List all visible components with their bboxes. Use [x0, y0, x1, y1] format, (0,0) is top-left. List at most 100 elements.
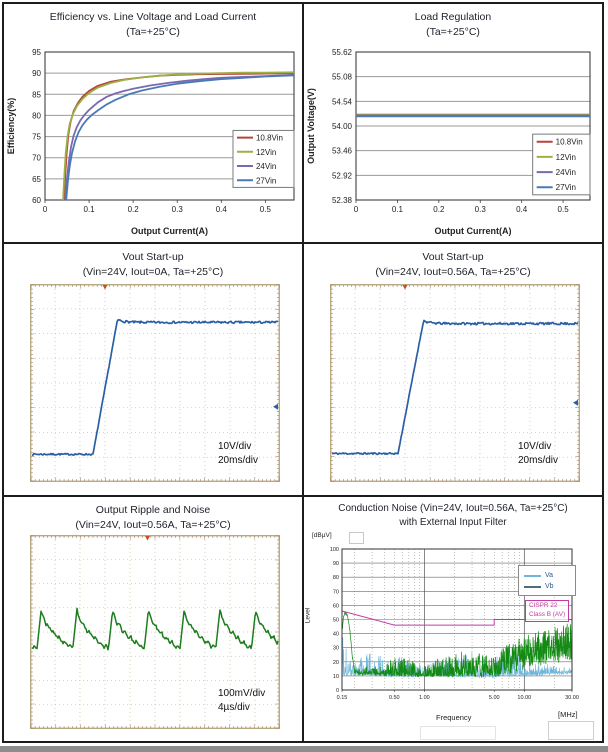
svg-text:12Vin: 12Vin [556, 153, 576, 162]
empty-annotation-box [548, 721, 594, 741]
spectrum-legend: Va Vb [518, 565, 576, 597]
svg-text:20: 20 [333, 660, 339, 666]
svg-text:60: 60 [333, 604, 339, 610]
svg-text:30: 30 [333, 646, 339, 652]
svg-text:55.08: 55.08 [332, 72, 353, 81]
svg-text:0.4: 0.4 [216, 205, 228, 214]
svg-text:70: 70 [32, 154, 41, 163]
svg-text:0.2: 0.2 [433, 205, 445, 214]
svg-text:27Vin: 27Vin [256, 176, 276, 185]
time-scale: 20ms/div [518, 454, 559, 466]
y-unit-label: [dBµV] [312, 532, 332, 540]
svg-text:60: 60 [32, 196, 41, 205]
svg-text:90: 90 [333, 561, 339, 567]
title-line1: Vout Start-up [122, 251, 184, 263]
title-line2: (Ta=+25°C) [126, 25, 180, 38]
svg-text:Output Voltage(V): Output Voltage(V) [306, 88, 316, 164]
svg-text:95: 95 [32, 48, 41, 57]
scale-annotation: 10V/div 20ms/div [218, 440, 258, 468]
legend-item-vb: Vb [524, 581, 570, 592]
legend-label-vb: Vb [545, 583, 554, 591]
svg-text:0: 0 [354, 205, 359, 214]
svg-text:80: 80 [32, 111, 41, 120]
svg-text:5.00: 5.00 [489, 695, 500, 701]
panel-vout-startup-no-load: Vout Start-up (Vin=24V, Iout=0A, Ta=+25°… [4, 244, 302, 495]
svg-text:0.1: 0.1 [392, 205, 404, 214]
oscilloscope-screen [30, 283, 280, 482]
x-unit-label: [MHz] [558, 710, 578, 720]
time-scale: 4µs/div [218, 701, 250, 713]
svg-text:53.46: 53.46 [332, 146, 353, 155]
legend-label-va: Va [545, 572, 554, 580]
oscilloscope-screen [330, 283, 580, 482]
legend-line-va [524, 574, 541, 577]
chart-title-load-regulation: Load Regulation (Ta=+25°C) [304, 10, 602, 40]
panel-load-regulation: Load Regulation (Ta=+25°C) 52.38 52.92 53.… [304, 4, 602, 242]
empty-annotation-box [420, 726, 496, 741]
svg-text:Output Current(A): Output Current(A) [131, 226, 208, 236]
panel-output-ripple-noise: Output Ripple and Noise (Vin=24V, Iout=0… [4, 497, 302, 741]
efficiency-chart-canvas: 60 65 70 75 80 85 90 95 0 0.1 0.2 0.3 0.4 0.5 Output C… [6, 48, 295, 236]
chart-title-efficiency: Efficiency vs. Line Voltage and Load Cur… [4, 10, 302, 40]
title-line1: Output Ripple and Noise [95, 504, 211, 516]
chart-title-startup-no-load: Vout Start-up (Vin=24V, Iout=0A, Ta=+25°… [4, 250, 302, 280]
oscilloscope-display: 10V/div 20ms/div [330, 283, 580, 482]
svg-text:75: 75 [32, 132, 41, 141]
svg-text:Output Current(A): Output Current(A) [435, 226, 512, 236]
svg-text:52.92: 52.92 [332, 171, 353, 180]
svg-text:Efficiency(%): Efficiency(%) [6, 98, 16, 155]
svg-text:0.5: 0.5 [260, 205, 272, 214]
svg-text:10.8Vin: 10.8Vin [556, 138, 583, 147]
oscilloscope-display: 10V/div 20ms/div [30, 283, 280, 482]
svg-text:0.2: 0.2 [128, 205, 140, 214]
characteristics-sheet: Efficiency vs. Line Voltage and Load Cur… [2, 2, 604, 743]
legend-item-va: Va [524, 570, 570, 581]
svg-text:52.38: 52.38 [332, 196, 353, 205]
svg-text:0: 0 [336, 688, 339, 694]
svg-text:90: 90 [32, 69, 41, 78]
svg-text:12Vin: 12Vin [256, 148, 276, 157]
chart-title-ripple: Output Ripple and Noise (Vin=24V, Iout=0… [4, 503, 302, 533]
legend-line-vb [524, 585, 541, 588]
title-line1: Vout Start-up [422, 251, 484, 263]
oscilloscope-screen [30, 534, 280, 729]
svg-text:0.3: 0.3 [172, 205, 184, 214]
svg-text:10.00: 10.00 [517, 695, 531, 701]
svg-text:24Vin: 24Vin [256, 162, 276, 171]
svg-text:54.54: 54.54 [332, 97, 353, 106]
svg-text:0.50: 0.50 [389, 695, 400, 701]
svg-text:0.1: 0.1 [84, 205, 96, 214]
svg-text:50: 50 [333, 618, 339, 624]
panel-efficiency: Efficiency vs. Line Voltage and Load Cur… [4, 4, 302, 242]
spectrum-plot-area: [dBµV] Level 0 10 20 30 40 50 60 70 80 90 100 0.15 0… [304, 532, 602, 741]
x-axis-label: Frequency [436, 713, 472, 723]
time-scale: 20ms/div [218, 454, 259, 466]
svg-text:0: 0 [43, 205, 48, 214]
scale-annotation: 10V/div 20ms/div [518, 440, 558, 468]
vertical-scale: 10V/div [518, 440, 552, 452]
cispr-line2: Class B (AV) [529, 611, 566, 619]
svg-text:54.00: 54.00 [332, 122, 353, 131]
svg-text:0.5: 0.5 [558, 205, 570, 214]
svg-text:55.62: 55.62 [332, 48, 353, 57]
panel-conduction-noise: Conduction Noise (Vin=24V, Iout=0.56A, T… [304, 497, 602, 741]
svg-text:40: 40 [333, 632, 339, 638]
svg-text:65: 65 [32, 175, 41, 184]
cispr-line1: CISPR 22 [529, 602, 558, 610]
svg-text:1.00: 1.00 [419, 695, 430, 701]
load-regulation-chart-canvas: 52.38 52.92 53.46 54.00 54.54 55.08 55.62 0 0.1 0… [306, 48, 591, 236]
scale-annotation: 100mV/div 4µs/div [218, 687, 265, 715]
svg-text:70: 70 [333, 590, 339, 596]
oscilloscope-display: 100mV/div 4µs/div [30, 534, 280, 729]
title-line1: Efficiency vs. Line Voltage and Load Cur… [49, 11, 257, 23]
svg-text:80: 80 [333, 576, 339, 582]
svg-text:30.00: 30.00 [565, 695, 579, 701]
cispr-limit-label: CISPR 22 Class B (AV) [525, 600, 570, 622]
svg-text:24Vin: 24Vin [556, 168, 576, 177]
vertical-scale: 10V/div [218, 440, 252, 452]
chart-title-startup-full-load: Vout Start-up (Vin=24V, Iout=0.56A, Ta=+… [304, 250, 602, 280]
svg-text:27Vin: 27Vin [556, 183, 576, 192]
vertical-scale: 100mV/div [218, 687, 266, 699]
svg-text:0.4: 0.4 [516, 205, 528, 214]
svg-text:10: 10 [333, 674, 339, 680]
